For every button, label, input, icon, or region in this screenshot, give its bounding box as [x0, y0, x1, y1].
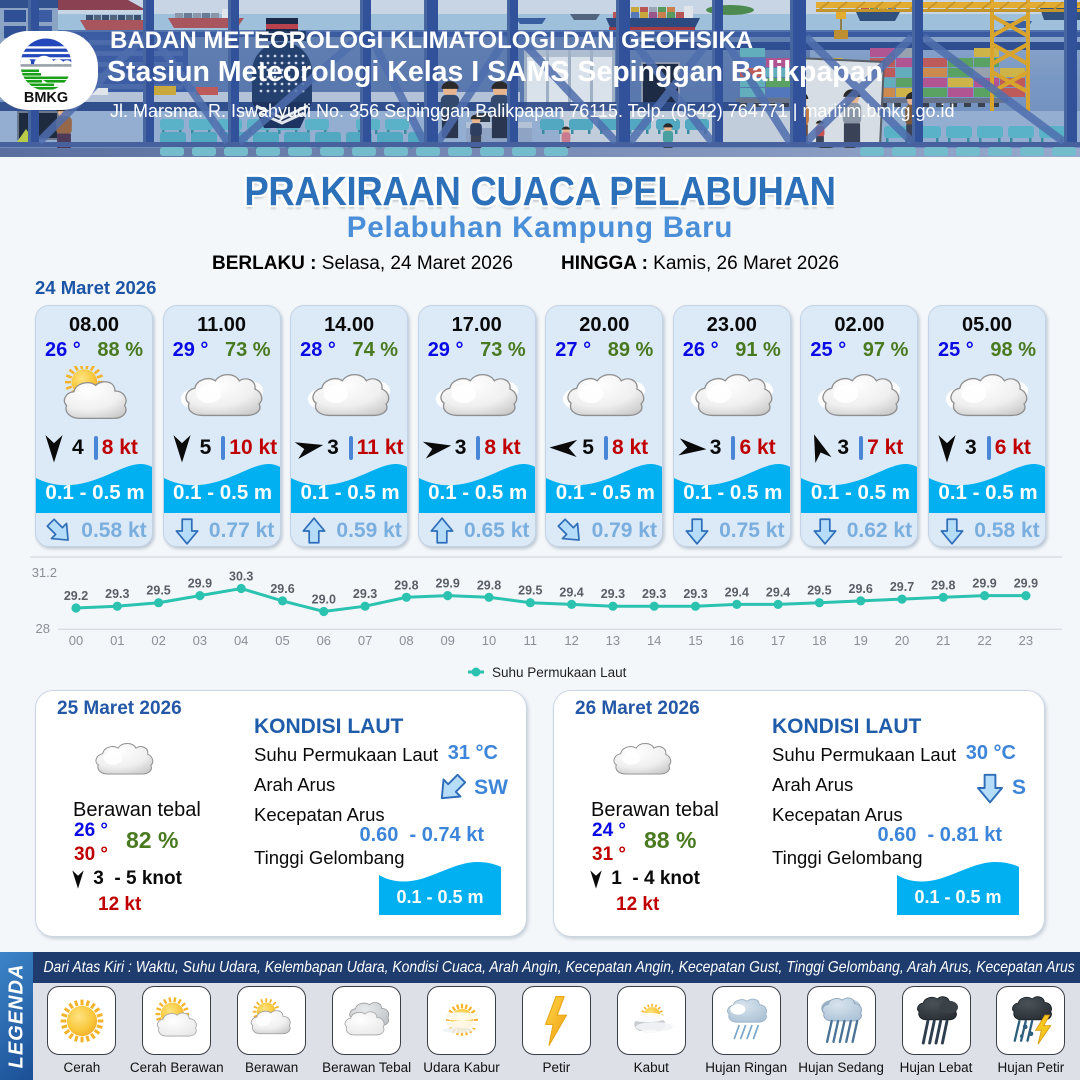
svg-text:20: 20	[895, 633, 909, 648]
svg-text:12: 12	[564, 633, 578, 648]
svg-text:29.9: 29.9	[1014, 577, 1038, 591]
svg-text:29.4: 29.4	[766, 585, 790, 599]
svg-text:17: 17	[771, 633, 785, 648]
svg-text:29.4: 29.4	[559, 585, 583, 599]
svg-text:29.9: 29.9	[188, 577, 212, 591]
svg-text:19: 19	[853, 633, 867, 648]
svg-text:05: 05	[275, 633, 289, 648]
svg-text:29.3: 29.3	[353, 587, 377, 601]
svg-text:22: 22	[977, 633, 991, 648]
svg-text:21: 21	[936, 633, 950, 648]
svg-text:29.6: 29.6	[849, 582, 873, 596]
svg-text:29.5: 29.5	[146, 584, 170, 598]
svg-text:29.3: 29.3	[683, 587, 707, 601]
svg-text:29.8: 29.8	[931, 578, 955, 592]
svg-text:29.3: 29.3	[642, 587, 666, 601]
svg-text:29.4: 29.4	[725, 585, 749, 599]
svg-text:28: 28	[36, 621, 50, 636]
svg-text:11: 11	[524, 633, 538, 648]
svg-text:Suhu Permukaan Laut: Suhu Permukaan Laut	[492, 665, 627, 680]
svg-text:09: 09	[440, 633, 454, 648]
svg-text:07: 07	[358, 633, 372, 648]
svg-text:00: 00	[69, 633, 83, 648]
svg-text:29.6: 29.6	[270, 582, 294, 596]
svg-text:14: 14	[647, 633, 661, 648]
svg-text:31.2: 31.2	[32, 565, 57, 580]
svg-text:29.3: 29.3	[601, 587, 625, 601]
svg-text:29.8: 29.8	[477, 578, 501, 592]
svg-text:03: 03	[193, 633, 207, 648]
svg-text:30.3: 30.3	[229, 570, 253, 584]
svg-text:10: 10	[482, 633, 496, 648]
svg-text:29.9: 29.9	[972, 577, 996, 591]
svg-text:16: 16	[730, 633, 744, 648]
svg-text:29.8: 29.8	[394, 578, 418, 592]
svg-text:29.9: 29.9	[436, 577, 460, 591]
svg-text:18: 18	[812, 633, 826, 648]
svg-text:29.0: 29.0	[312, 593, 336, 607]
svg-text:29.3: 29.3	[105, 587, 129, 601]
svg-text:29.5: 29.5	[807, 584, 831, 598]
svg-text:02: 02	[151, 633, 165, 648]
svg-text:06: 06	[317, 633, 331, 648]
svg-text:23: 23	[1019, 633, 1033, 648]
svg-text:13: 13	[606, 633, 620, 648]
svg-text:29.7: 29.7	[890, 580, 914, 594]
svg-text:29.5: 29.5	[518, 584, 542, 598]
svg-text:08: 08	[399, 633, 413, 648]
svg-text:01: 01	[110, 633, 124, 648]
svg-text:04: 04	[234, 633, 248, 648]
svg-text:15: 15	[688, 633, 702, 648]
svg-text:29.2: 29.2	[64, 589, 88, 603]
